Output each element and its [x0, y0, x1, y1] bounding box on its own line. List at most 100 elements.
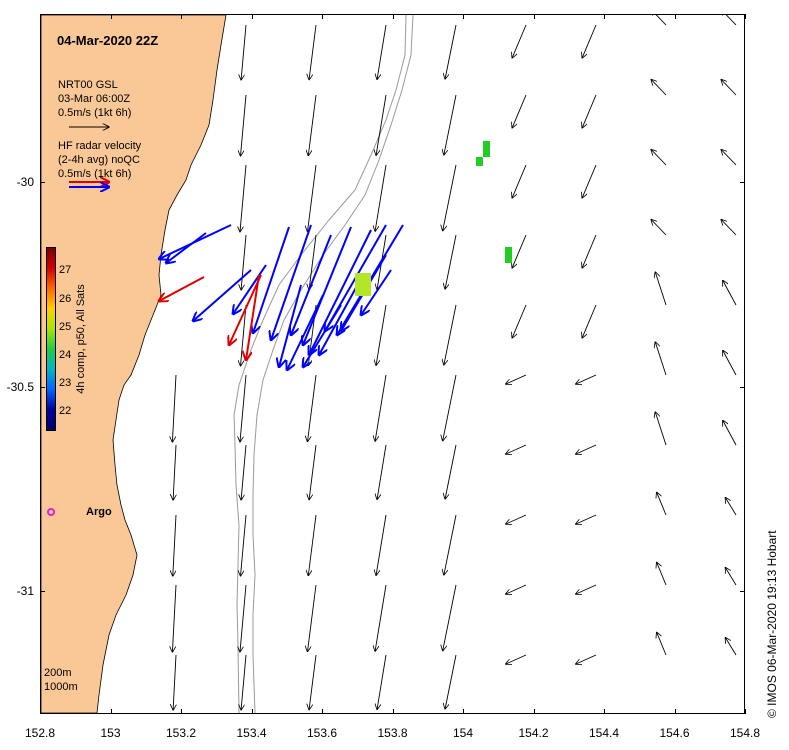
colorbar-tick-22: 22	[59, 405, 72, 417]
x-tick-mark	[40, 709, 41, 714]
x-tick-label: 153.8	[377, 726, 408, 740]
model-current-arrow	[309, 444, 317, 500]
model-current-arrow	[506, 514, 527, 524]
model-current-arrow	[443, 164, 457, 231]
hf-radar-arrow-alt	[246, 274, 260, 360]
hf-radar-arrow	[303, 304, 342, 367]
credit-text: © IMOS 06-Mar-2020 19:13 Hobart	[765, 530, 779, 718]
isobath-1000m	[252, 14, 414, 714]
model-current-arrow	[576, 374, 597, 384]
model-current-arrow	[723, 281, 737, 306]
x-tick-mark	[392, 709, 394, 714]
model-current-arrow	[445, 444, 457, 499]
model-current-arrow	[444, 94, 457, 155]
model-current-arrow	[721, 80, 737, 96]
model-current-arrow	[506, 584, 527, 594]
hf-radar-arrow-alt	[229, 274, 262, 345]
model-current-arrow	[376, 304, 387, 365]
colorbar-tick-23: 23	[59, 377, 72, 389]
model-current-arrow	[582, 234, 597, 268]
model-current-arrow	[241, 304, 247, 366]
model-current-arrow	[651, 220, 667, 236]
model-current-arrow	[651, 80, 667, 96]
argo-float-marker	[47, 508, 55, 516]
colorbar-tick-26: 26	[59, 293, 72, 305]
y-tick-label: -31	[16, 584, 34, 599]
model-current-arrow	[376, 514, 387, 575]
model-current-arrow	[506, 374, 527, 384]
x-tick-label: 153	[100, 726, 121, 740]
y-tick-mark	[40, 386, 45, 388]
model-current-arrow	[725, 638, 737, 656]
model-legend-line-1: NRT00 GSL	[58, 79, 118, 91]
x-tick-label: 153.6	[306, 726, 338, 740]
model-legend-line-3: 0.5m/s (1kt 6h)	[58, 107, 132, 119]
argo-label: Argo	[86, 506, 112, 518]
hf-radar-arrow	[309, 229, 372, 355]
model-current-arrow	[241, 444, 247, 500]
depth-label-200m: 200m	[44, 667, 72, 679]
x-tick-mark	[604, 14, 605, 19]
model-current-arrow	[721, 15, 737, 26]
model-current-arrow	[723, 421, 737, 446]
model-current-arrow	[308, 584, 317, 652]
x-tick-mark	[40, 14, 41, 19]
x-tick-mark	[251, 14, 253, 19]
model-current-arrow	[309, 654, 317, 710]
model-current-arrow	[241, 514, 247, 576]
x-tick-mark	[181, 709, 182, 714]
sst-patch	[476, 157, 483, 166]
model-current-arrow	[240, 584, 247, 652]
model-current-arrow	[651, 15, 667, 26]
model-current-arrow	[512, 304, 527, 338]
model-current-arrow	[309, 24, 317, 80]
model-current-arrow	[657, 562, 667, 586]
model-current-arrow	[375, 374, 387, 441]
model-current-arrow	[375, 164, 387, 231]
x-tick-mark	[674, 14, 676, 19]
model-current-arrow	[240, 164, 247, 232]
sst-patch	[483, 141, 490, 157]
model-current-arrow	[721, 150, 737, 166]
x-tick-label: 154.6	[659, 726, 690, 740]
hf-radar-arrow	[287, 294, 324, 370]
model-current-arrow	[576, 514, 597, 524]
model-current-arrow	[651, 150, 667, 166]
hf-radar-arrow	[279, 284, 302, 367]
model-current-arrow	[582, 164, 597, 198]
model-current-arrows	[172, 15, 737, 710]
hf-radar-arrows	[159, 224, 404, 370]
model-current-arrow	[241, 234, 247, 290]
radar-legend-line-2: (2-4h avg) noQC	[58, 154, 140, 166]
map-canvas	[40, 14, 737, 714]
model-current-arrow	[445, 654, 457, 709]
model-current-arrow	[655, 342, 667, 376]
x-tick-mark	[322, 709, 323, 714]
model-current-arrow	[512, 164, 527, 198]
hf-radar-arrow	[361, 269, 392, 315]
model-current-arrow	[723, 351, 737, 376]
x-tick-label: 154	[452, 726, 474, 740]
x-tick-mark	[110, 14, 112, 19]
model-current-arrow	[173, 444, 176, 500]
model-current-arrow	[377, 24, 387, 79]
radar-legend-line-3: 0.5m/s (1kt 6h)	[58, 168, 132, 180]
model-current-arrow	[443, 584, 457, 651]
x-tick-label: 152.8	[24, 726, 56, 740]
model-current-arrow	[725, 568, 737, 586]
x-tick-mark	[181, 14, 182, 19]
model-current-arrow	[444, 514, 457, 575]
model-current-arrow	[241, 654, 247, 710]
model-current-arrow	[576, 654, 597, 664]
model-current-arrow	[506, 654, 527, 664]
x-tick-mark	[463, 14, 464, 19]
model-current-arrow	[240, 374, 247, 442]
model-current-arrow	[241, 94, 247, 156]
x-tick-mark	[392, 14, 394, 19]
model-current-arrow	[377, 444, 387, 499]
map-title: 04-Mar-2020 22Z	[57, 33, 159, 48]
x-tick-mark	[604, 709, 605, 714]
model-current-arrow	[445, 234, 457, 289]
model-current-arrow	[655, 412, 667, 446]
y-tick-mark	[40, 181, 45, 183]
